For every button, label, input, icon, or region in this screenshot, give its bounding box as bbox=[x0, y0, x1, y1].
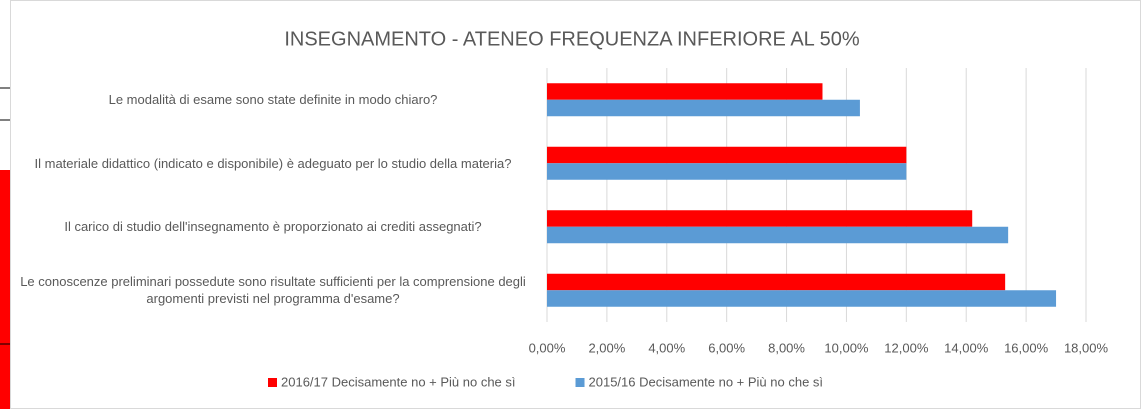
x-tick-label: 6,00% bbox=[708, 340, 745, 355]
x-tick-label: 8,00% bbox=[768, 340, 805, 355]
sheet-cell bbox=[0, 170, 10, 409]
chart-frame bbox=[10, 0, 1141, 409]
legend-label: 2015/16 Decisamente no + Più no che sì bbox=[589, 374, 824, 389]
x-tick-label: 10,00% bbox=[824, 340, 869, 355]
x-tick-label: 0,00% bbox=[529, 340, 566, 355]
bar bbox=[547, 99, 860, 117]
y-tick-label: Le conoscenze preliminari possedute sono… bbox=[20, 274, 526, 307]
bar bbox=[547, 146, 907, 164]
x-tick-label: 14,00% bbox=[944, 340, 989, 355]
y-tick-label: Le modalità di esame sono state definite… bbox=[108, 92, 438, 108]
bar bbox=[547, 226, 1009, 244]
y-tick-label: Il materiale didattico (indicato e dispo… bbox=[34, 155, 512, 171]
bar bbox=[547, 290, 1057, 307]
x-tick-label: 4,00% bbox=[648, 340, 685, 355]
x-tick-label: 12,00% bbox=[884, 340, 929, 355]
x-tick-label: 18,00% bbox=[1064, 340, 1109, 355]
chart-title: INSEGNAMENTO - ATENEO FREQUENZA INFERIOR… bbox=[284, 28, 860, 50]
legend-swatch bbox=[268, 378, 277, 387]
y-tick-label: Il carico di studio dell'insegnamento è … bbox=[64, 219, 482, 235]
legend-swatch bbox=[575, 378, 585, 387]
legend-label: 2016/17 Decisamente no + Più no che sì bbox=[281, 374, 516, 389]
x-tick-label: 16,00% bbox=[1004, 340, 1049, 355]
x-tick-label: 2,00% bbox=[588, 340, 625, 355]
bar bbox=[547, 210, 973, 227]
bar bbox=[547, 273, 1006, 291]
bar bbox=[547, 163, 907, 180]
bar bbox=[547, 83, 823, 100]
